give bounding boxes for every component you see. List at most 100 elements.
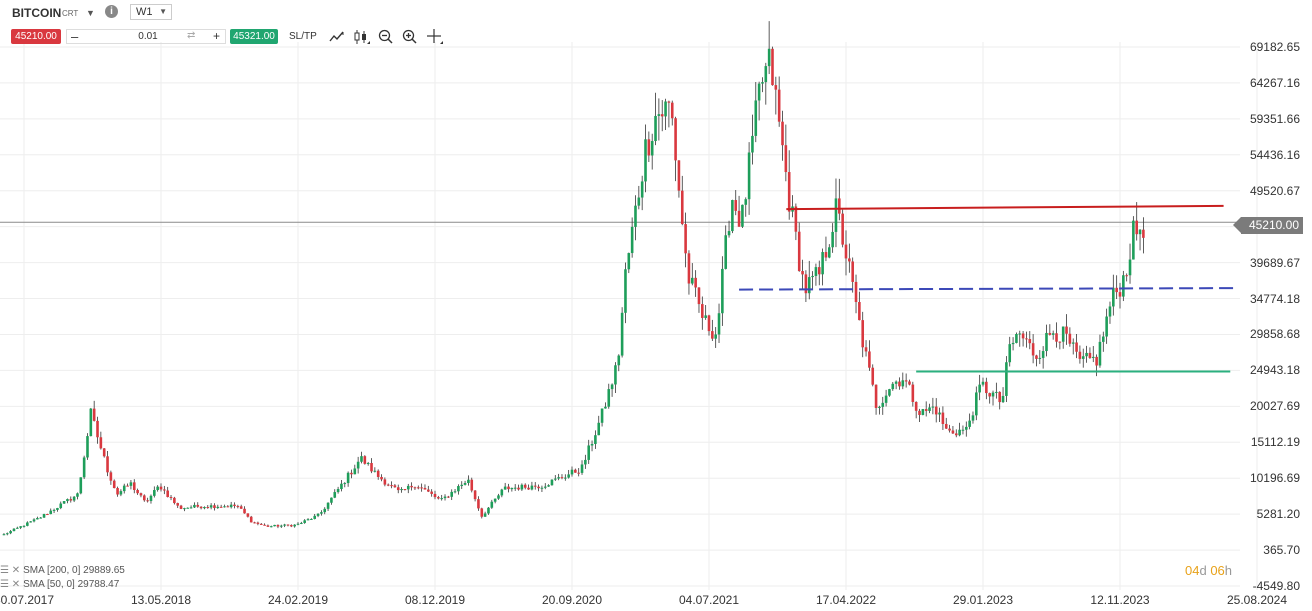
resistance-line[interactable] bbox=[786, 204, 1224, 211]
candle-up bbox=[975, 392, 978, 416]
date-tick-label: 08.12.2019 bbox=[404, 593, 466, 607]
candle-up bbox=[881, 402, 885, 407]
candle-up bbox=[744, 199, 748, 205]
crosshair-icon[interactable] bbox=[426, 28, 444, 46]
candle-up bbox=[751, 135, 754, 153]
candle-down bbox=[142, 495, 146, 501]
candle-down bbox=[112, 480, 116, 489]
candle-down bbox=[507, 486, 510, 490]
candle-up bbox=[938, 412, 941, 415]
buy-button[interactable]: 45321.00 bbox=[230, 29, 278, 44]
decrease-button[interactable]: – bbox=[71, 29, 79, 44]
candle-down bbox=[660, 114, 664, 117]
indicator-sma-50[interactable]: ☰ ✕ SMA [50, 0] 29788.47 bbox=[0, 579, 119, 590]
candle-up bbox=[1061, 326, 1065, 342]
candle-up bbox=[316, 513, 320, 516]
candle-down bbox=[46, 514, 49, 516]
candle-up bbox=[624, 269, 627, 313]
info-icon[interactable]: i bbox=[105, 5, 118, 18]
dashed-mid-line[interactable] bbox=[739, 287, 1234, 291]
candle-down bbox=[380, 476, 383, 480]
increase-button[interactable]: + bbox=[213, 29, 221, 43]
candle-up bbox=[326, 502, 330, 509]
candle-up bbox=[149, 495, 153, 502]
candle-up bbox=[487, 507, 490, 514]
candle-down bbox=[256, 522, 260, 524]
candle-up bbox=[650, 141, 654, 156]
candle-down bbox=[199, 506, 203, 509]
candle-up bbox=[467, 479, 470, 484]
candle-down bbox=[898, 381, 901, 387]
candle-down bbox=[1135, 220, 1139, 235]
candle-up bbox=[1091, 356, 1095, 358]
candle-up bbox=[610, 384, 614, 390]
countdown-hours: 06 bbox=[1210, 563, 1225, 578]
candle-up bbox=[52, 509, 56, 511]
candle-up bbox=[306, 519, 310, 521]
candle-up bbox=[690, 277, 694, 284]
candle-up bbox=[721, 268, 724, 314]
candle-down bbox=[132, 482, 136, 490]
date-tick-label: 25.08.2024 bbox=[1226, 593, 1288, 607]
quantity-stepper[interactable]: – 0.01 ⇄ + bbox=[66, 29, 226, 44]
line-chart-icon[interactable] bbox=[328, 28, 346, 46]
indicator-sma-200[interactable]: ☰ ✕ SMA [200, 0] 29889.65 bbox=[0, 565, 125, 576]
timeframe-select[interactable]: W1 ▼ bbox=[130, 4, 172, 20]
date-tick-label: 29.01.2023 bbox=[952, 593, 1014, 607]
candle-down bbox=[734, 200, 738, 211]
candle-up bbox=[1105, 316, 1108, 337]
candle-up bbox=[89, 408, 93, 437]
candle-down bbox=[951, 430, 955, 434]
candle-up bbox=[76, 493, 79, 497]
candle-down bbox=[694, 277, 697, 288]
candle-down bbox=[697, 287, 701, 305]
remove-indicator-icon: ☰ ✕ bbox=[0, 579, 21, 590]
candle-up bbox=[1018, 333, 1022, 335]
candle-up bbox=[186, 507, 190, 509]
candles-icon[interactable] bbox=[353, 28, 371, 46]
candle-down bbox=[370, 463, 373, 472]
zoom-in-icon[interactable] bbox=[401, 28, 419, 46]
candle-down bbox=[858, 302, 861, 321]
candle-up bbox=[406, 485, 410, 490]
candle-up bbox=[209, 505, 213, 508]
candle-down bbox=[437, 497, 440, 499]
candle-down bbox=[1031, 343, 1035, 356]
price-tick-label: 24943.18 bbox=[1249, 363, 1300, 378]
candle-up bbox=[1038, 357, 1042, 359]
candle-up bbox=[510, 487, 514, 490]
candle-up bbox=[56, 508, 59, 510]
candle-up bbox=[500, 489, 504, 496]
candle-up bbox=[717, 313, 721, 335]
candle-up bbox=[584, 459, 587, 465]
candle-up bbox=[203, 506, 206, 509]
candle-up bbox=[831, 231, 834, 248]
candle-down bbox=[179, 505, 183, 509]
candle-down bbox=[787, 172, 791, 212]
sell-button[interactable]: 45210.00 bbox=[11, 29, 61, 44]
sltp-button[interactable]: SL/TP bbox=[289, 31, 317, 42]
symbol-name[interactable]: BITCOIN bbox=[12, 6, 62, 20]
bar-countdown: 04d 06h bbox=[1185, 563, 1232, 578]
candle-up bbox=[617, 355, 621, 366]
candle-down bbox=[226, 506, 230, 508]
candle-up bbox=[16, 527, 19, 529]
candle-up bbox=[373, 470, 377, 472]
candle-up bbox=[279, 525, 283, 527]
candle-up bbox=[5, 533, 9, 535]
quantity-value[interactable]: 0.01 bbox=[138, 31, 158, 42]
candle-up bbox=[543, 486, 547, 488]
zoom-out-icon[interactable] bbox=[377, 28, 395, 46]
candle-up bbox=[353, 468, 357, 475]
candle-down bbox=[173, 497, 176, 504]
candle-up bbox=[894, 381, 898, 384]
swap-icon[interactable]: ⇄ bbox=[187, 30, 196, 41]
symbol-dropdown-icon[interactable]: ▼ bbox=[86, 8, 95, 18]
candle-down bbox=[163, 489, 166, 491]
candle-up bbox=[1098, 341, 1102, 366]
candle-down bbox=[213, 505, 216, 509]
candle-down bbox=[106, 456, 109, 473]
toolbar: BITCOIN CRT ▼ i W1 ▼ 45210.00 – 0.01 ⇄ +… bbox=[0, 0, 1312, 50]
